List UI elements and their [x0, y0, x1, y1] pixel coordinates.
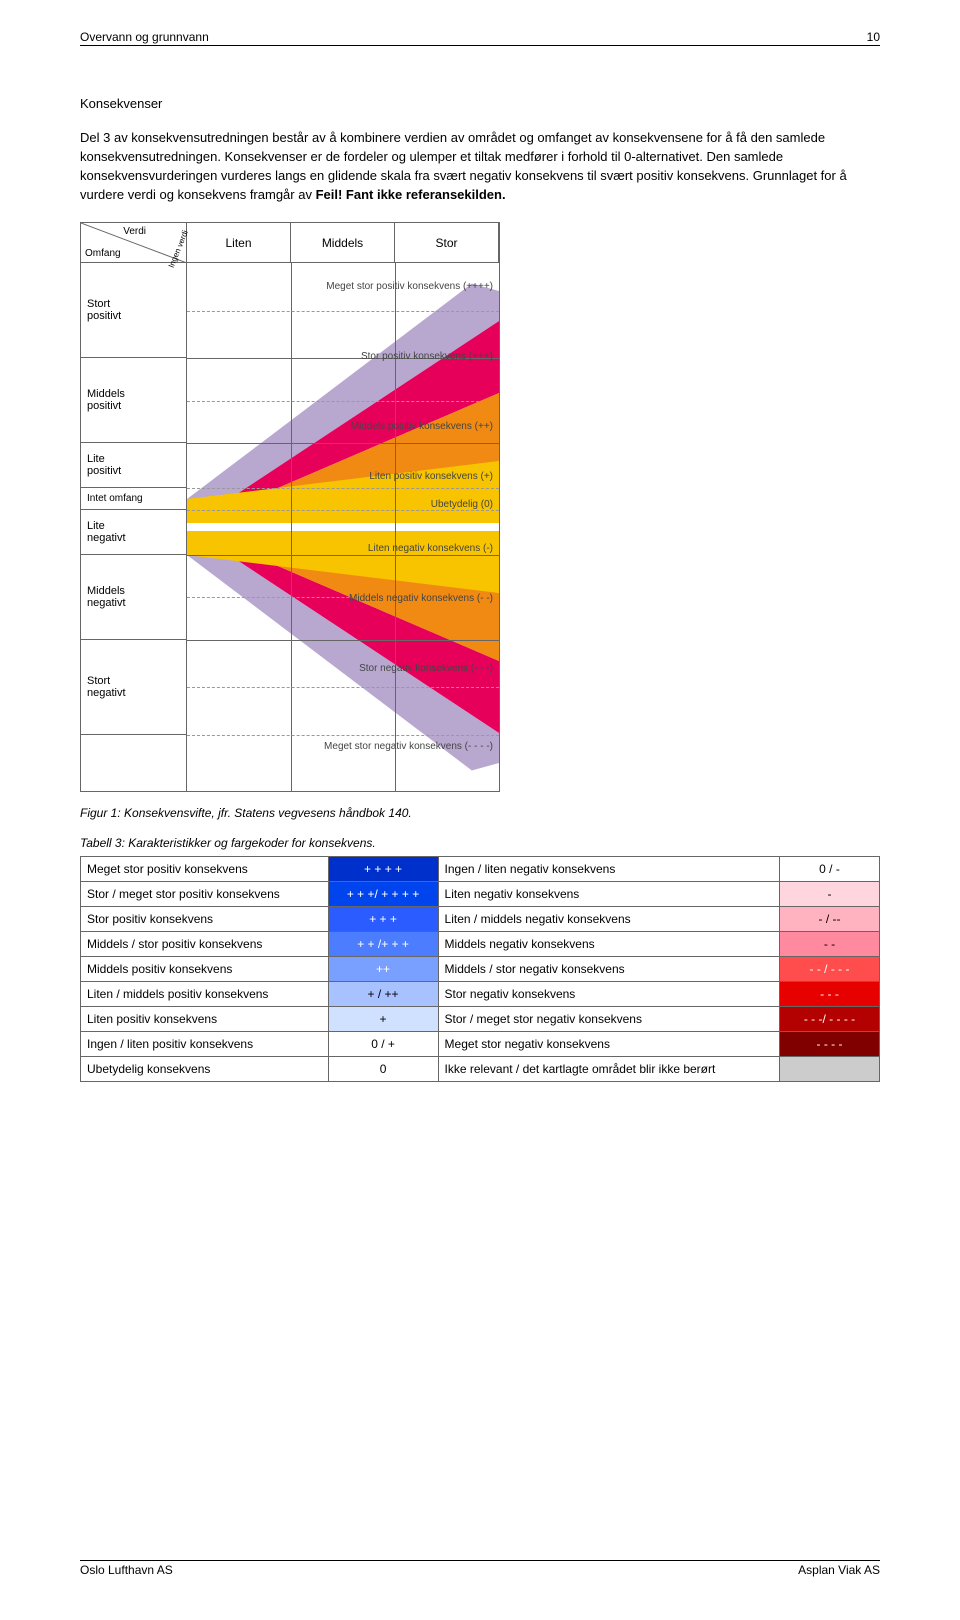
table-cell-right-symbol: -: [780, 882, 880, 907]
table-row: Middels positiv konsekvens++Middels / st…: [81, 957, 880, 982]
table-cell-right-label: Meget stor negativ konsekvens: [438, 1032, 779, 1057]
table-row: Ubetydelig konsekvens0Ikke relevant / de…: [81, 1057, 880, 1082]
fig-band-7: Stor negativ konsekvens (- - -): [359, 663, 493, 674]
footer-right: Asplan Viak AS: [798, 1563, 880, 1577]
figure-row-head-2: Lite positivt: [81, 443, 187, 488]
fig-band-2: Middels positiv konsekvens (++): [351, 421, 493, 432]
table-cell-left-label: Stor positiv konsekvens: [81, 907, 329, 932]
table-row: Liten / middels positiv konsekvens+ / ++…: [81, 982, 880, 1007]
table-cell-left-symbol: + / ++: [328, 982, 438, 1007]
table-cell-right-symbol: - -: [780, 932, 880, 957]
figure-col-head-1: Middels: [291, 223, 395, 263]
table-cell-right-symbol: 0 / -: [780, 857, 880, 882]
figure-row-head-6: Stort negativt: [81, 640, 187, 735]
figure-corner-cell: Verdi Omfang Ingen verdi: [81, 223, 187, 263]
table-cell-right-symbol: - - - -: [780, 1032, 880, 1057]
table-cell-left-label: Liten / middels positiv konsekvens: [81, 982, 329, 1007]
consequence-color-table: Meget stor positiv konsekvens+ + + +Inge…: [80, 856, 880, 1082]
figure-row-head-4: Lite negativt: [81, 510, 187, 555]
table-cell-left-symbol: ++: [328, 957, 438, 982]
body-paragraph: Del 3 av konsekvensutredningen består av…: [80, 129, 880, 204]
figure-row-head-1: Middels positivt: [81, 358, 187, 443]
section-heading: Konsekvenser: [80, 96, 880, 111]
fig-band-3: Liten positiv konsekvens (+): [369, 471, 493, 482]
figure-col-head-0: Liten: [187, 223, 291, 263]
page-header: Overvann og grunnvann 10: [80, 30, 880, 46]
fig-band-4: Ubetydelig (0): [431, 499, 493, 510]
table-row: Stor / meget stor positiv konsekvens+ + …: [81, 882, 880, 907]
figure-plot-area: Meget stor positiv konsekvens (++++) Sto…: [187, 263, 499, 791]
figure-row-head-4-text: Lite negativt: [87, 520, 186, 544]
fig-band-6: Middels negativ konsekvens (- -): [349, 593, 493, 604]
table-cell-right-symbol: - - -/ - - - -: [780, 1007, 880, 1032]
table-caption: Tabell 3: Karakteristikker og fargekoder…: [80, 836, 880, 850]
table-cell-left-symbol: + + +: [328, 907, 438, 932]
figure-row-head-0: Stort positivt: [81, 263, 187, 358]
body-text-bold: Feil! Fant ikke referansekilden.: [316, 187, 506, 202]
figure-row-head-3-text: Intet omfang: [87, 493, 186, 504]
table-row: Middels / stor positiv konsekvens+ + /+ …: [81, 932, 880, 957]
table-row: Ingen / liten positiv konsekvens0 / +Meg…: [81, 1032, 880, 1057]
figure-row-head-2-text: Lite positivt: [87, 453, 186, 477]
table-cell-left-symbol: + + +/ + + + +: [328, 882, 438, 907]
figure-x-axis-label: Verdi: [123, 226, 146, 237]
table-cell-left-label: Liten positiv konsekvens: [81, 1007, 329, 1032]
table-cell-left-symbol: + + + +: [328, 857, 438, 882]
table-cell-left-symbol: 0 / +: [328, 1032, 438, 1057]
table-cell-right-label: Liten negativ konsekvens: [438, 882, 779, 907]
figure-row-head-5-text: Middels negativt: [87, 585, 186, 609]
table-cell-left-label: Middels positiv konsekvens: [81, 957, 329, 982]
figure-caption: Figur 1: Konsekvensvifte, jfr. Statens v…: [80, 806, 880, 820]
figure-row-head-5: Middels negativt: [81, 555, 187, 640]
figure-row-head-spacer: [81, 735, 187, 791]
figure-col-head-2: Stor: [395, 223, 499, 263]
fig-band-5: Liten negativ konsekvens (-): [368, 543, 493, 554]
consequence-fan-figure: Verdi Omfang Ingen verdi Liten Middels S…: [80, 222, 500, 792]
table-cell-right-symbol: - - / - - -: [780, 957, 880, 982]
fig-band-0: Meget stor positiv konsekvens (++++): [326, 281, 493, 292]
table-row: Meget stor positiv konsekvens+ + + +Inge…: [81, 857, 880, 882]
fig-band-8: Meget stor negativ konsekvens (- - - -): [324, 741, 493, 752]
table-cell-left-symbol: +: [328, 1007, 438, 1032]
table-cell-right-label: Liten / middels negativ konsekvens: [438, 907, 779, 932]
table-cell-left-label: Stor / meget stor positiv konsekvens: [81, 882, 329, 907]
figure-row-head-1-text: Middels positivt: [87, 388, 186, 412]
figure-row-head-3: Intet omfang: [81, 488, 187, 510]
table-cell-right-label: Middels / stor negativ konsekvens: [438, 957, 779, 982]
table-cell-right-label: Ikke relevant / det kartlagte området bl…: [438, 1057, 779, 1082]
consequence-fan-svg: [187, 263, 499, 791]
table-cell-right-symbol: - / --: [780, 907, 880, 932]
table-cell-right-label: Ingen / liten negativ konsekvens: [438, 857, 779, 882]
table-cell-left-label: Middels / stor positiv konsekvens: [81, 932, 329, 957]
table-cell-left-symbol: 0: [328, 1057, 438, 1082]
figure-row-head-6-text: Stort negativt: [87, 675, 186, 699]
figure-row-head-0-text: Stort positivt: [87, 298, 186, 322]
table-cell-left-label: Meget stor positiv konsekvens: [81, 857, 329, 882]
table-cell-left-label: Ingen / liten positiv konsekvens: [81, 1032, 329, 1057]
table-cell-left-label: Ubetydelig konsekvens: [81, 1057, 329, 1082]
table-cell-right-symbol: [780, 1057, 880, 1082]
header-title: Overvann og grunnvann: [80, 30, 209, 44]
fig-band-1: Stor positiv konsekvens (+++): [361, 351, 493, 362]
table-cell-right-label: Stor / meget stor negativ konsekvens: [438, 1007, 779, 1032]
table-cell-right-label: Stor negativ konsekvens: [438, 982, 779, 1007]
footer-left: Oslo Lufthavn AS: [80, 1563, 173, 1577]
table-row: Liten positiv konsekvens+Stor / meget st…: [81, 1007, 880, 1032]
page-footer: Oslo Lufthavn AS Asplan Viak AS: [80, 1560, 880, 1577]
header-page-number: 10: [867, 30, 880, 44]
page: Overvann og grunnvann 10 Konsekvenser De…: [0, 0, 960, 1560]
table-cell-left-symbol: + + /+ + +: [328, 932, 438, 957]
table-cell-right-label: Middels negativ konsekvens: [438, 932, 779, 957]
table-cell-right-symbol: - - -: [780, 982, 880, 1007]
figure-y-axis-label: Omfang: [85, 248, 121, 259]
table-row: Stor positiv konsekvens+ + +Liten / midd…: [81, 907, 880, 932]
